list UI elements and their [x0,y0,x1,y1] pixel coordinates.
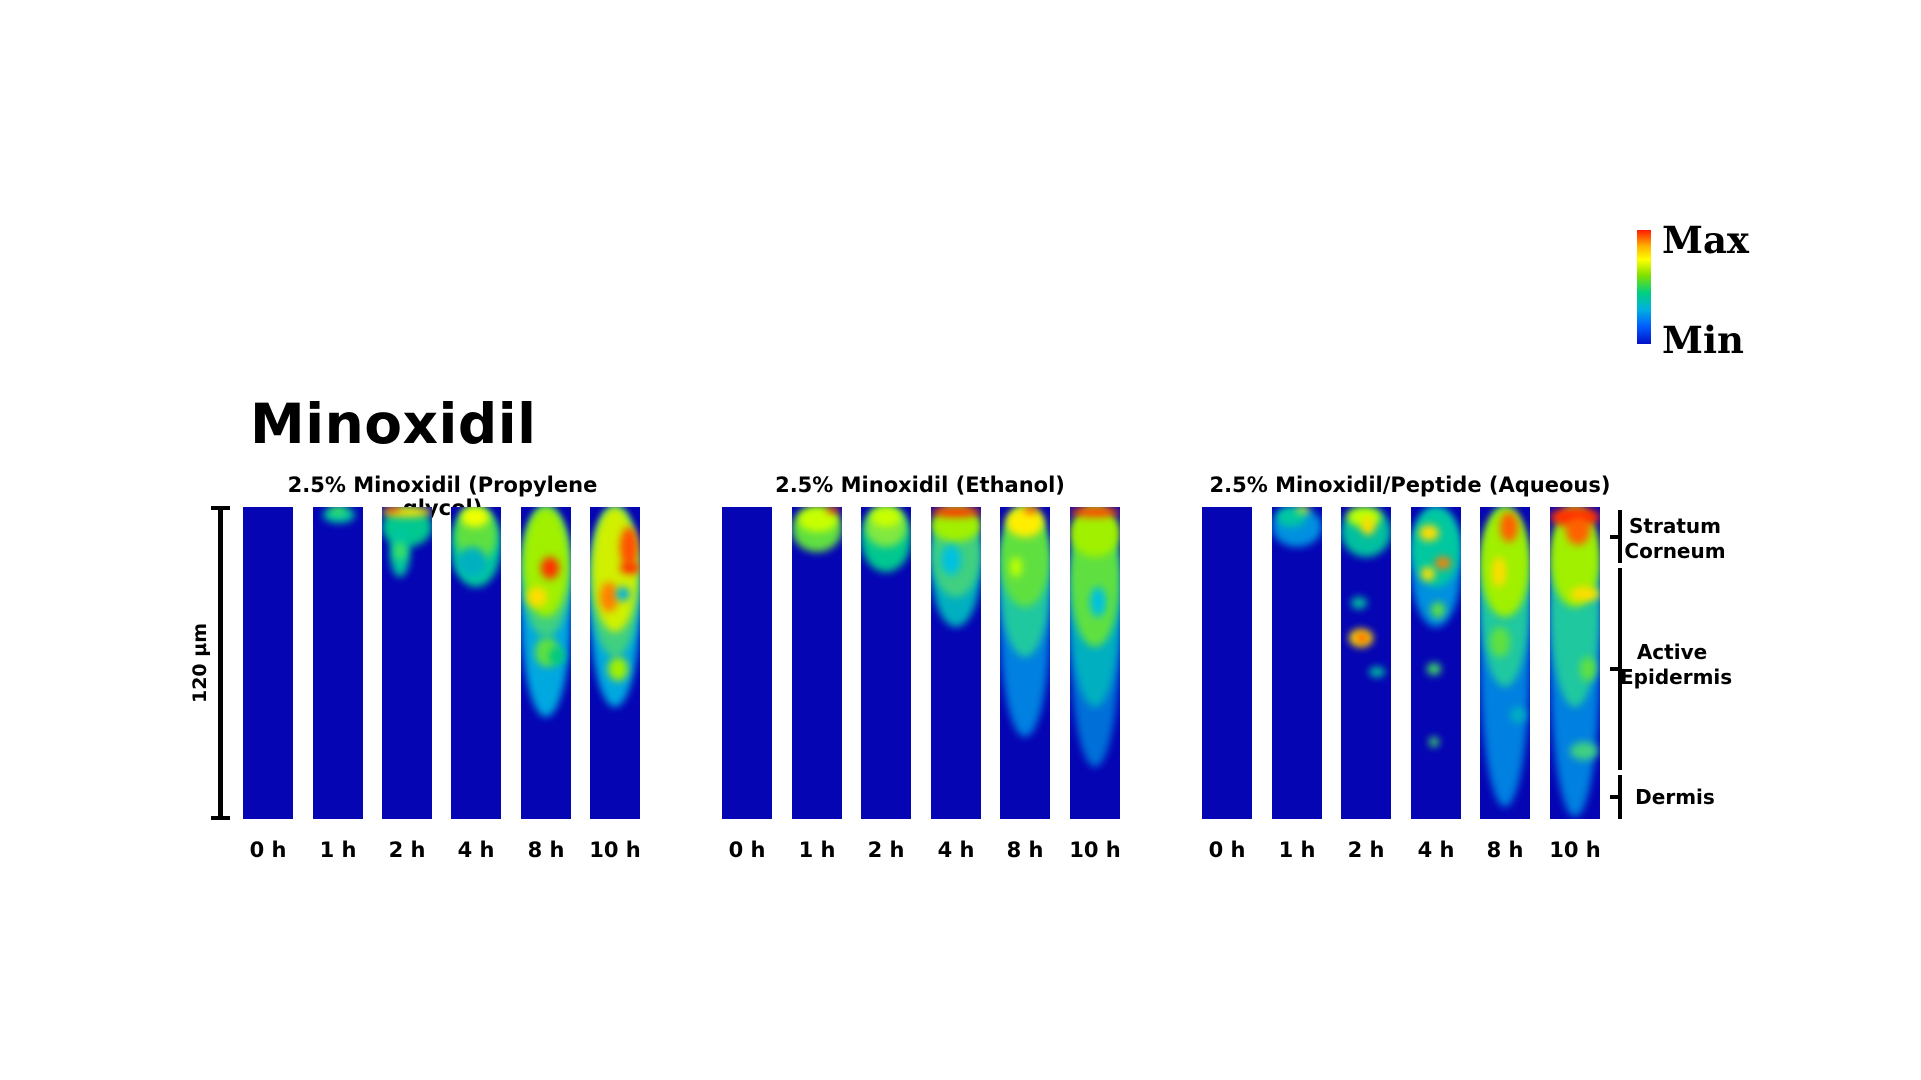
heatmap-blob [1510,707,1526,723]
heatmap-blob [1010,557,1022,577]
time-label: 8 h [1006,838,1044,862]
heatmap-blob [1492,557,1506,587]
heatmap-strip-1-2h [382,507,432,819]
time-label: 8 h [1486,838,1524,862]
time-label: 2 h [1347,838,1385,862]
scale-bar-top-cap [211,506,230,510]
group-title-peptide-aqueous: 2.5% Minoxidil/Peptide (Aqueous) [1209,473,1611,497]
heatmap-blob [1296,507,1310,513]
heatmap-blob [1411,507,1461,587]
time-label: 4 h [457,838,495,862]
heatmap-blob [1090,587,1106,617]
time-label: 1 h [319,838,357,862]
heatmap-strip-3-4h [1411,507,1461,819]
colorbar-min-label: Min [1662,318,1744,362]
heatmap-blob [1570,742,1598,760]
heatmap-blob [1421,567,1435,581]
heatmap-blob [1427,663,1441,675]
time-label: 1 h [798,838,836,862]
heatmap-blob [1024,507,1038,513]
time-label: 0 h [728,838,766,862]
heatmap-blob [1429,737,1439,747]
heatmap-blob [382,507,432,517]
layer-label-stratum-corneum: Stratum Corneum [1624,514,1726,563]
time-label: 2 h [867,838,905,862]
heatmap-strip-1-1h [313,507,363,819]
heatmap-blob [1369,667,1385,677]
heatmap-blob [1361,517,1375,535]
heatmap-strip-1-0h [243,507,293,819]
heatmap-blob [1566,517,1590,545]
depth-scale-bar [218,508,223,818]
heatmap-strip-3-10h [1550,507,1600,819]
time-label: 0 h [249,838,287,862]
heatmap-blob [1570,587,1600,601]
heatmap-strip-2-10h [1070,507,1120,819]
time-label: 10 h [1069,838,1121,862]
heatmap-blob [541,557,559,579]
heatmap-strip-3-8h [1480,507,1530,819]
heatmap-strip-3-0h [1202,507,1252,819]
heatmap-strip-2-0h [722,507,772,819]
heatmap-blob [1070,507,1120,517]
heatmap-blob [600,582,618,612]
colorbar-max-label: Max [1662,218,1749,262]
heatmap-blob [549,647,565,665]
heatmap-blob [826,507,840,513]
heatmap-blob [608,657,628,681]
heatmap-strip-3-2h [1341,507,1391,819]
time-label: 8 h [527,838,565,862]
heatmap-blob [1419,525,1439,541]
heatmap-blob [941,545,961,575]
heatmap-blob [620,562,640,574]
heatmap-strip-3-1h [1272,507,1322,819]
dermis-tick [1610,795,1622,799]
stratum-corneum-tick [1610,535,1622,539]
layer-label-dermis: Dermis [1635,785,1715,809]
layer-label-active-epidermis: Active Epidermis [1620,640,1733,689]
heatmap-blob [871,507,901,527]
heatmap-strip-2-1h [792,507,842,819]
time-label: 1 h [1278,838,1316,862]
time-label: 4 h [937,838,975,862]
heatmap-blob [1490,627,1510,657]
heatmap-blob [386,507,400,512]
heatmap-blob [1351,597,1367,609]
time-label: 10 h [589,838,641,862]
heatmap-strip-2-4h [931,507,981,819]
heatmap-blob [1435,557,1451,569]
heatmap-strip-2-2h [861,507,911,819]
heatmap-blob [1500,512,1518,542]
group-title-ethanol: 2.5% Minoxidil (Ethanol) [775,473,1065,497]
heatmap-strip-1-10h [590,507,640,819]
heatmap-blob [620,527,638,567]
time-label: 2 h [388,838,426,862]
active-epidermis-tick [1610,667,1622,671]
heatmap-blob [931,507,981,517]
scale-bar-bottom-cap [211,816,230,820]
heatmap-blob [1431,602,1445,618]
heatmap-strip-1-8h [521,507,571,819]
time-label: 0 h [1208,838,1246,862]
heatmap-blob [329,507,347,515]
time-label: 10 h [1549,838,1601,862]
heatmap-blob [527,587,547,607]
heatmap-blob [461,507,489,527]
heatmap-blob [1580,657,1596,681]
figure-title: Minoxidil [250,392,537,456]
time-label: 4 h [1417,838,1455,862]
heatmap-blob [616,587,630,601]
depth-scale-label: 120 µm [189,622,211,704]
heatmap-strip-2-8h [1000,507,1050,819]
intensity-colorbar [1637,230,1651,344]
heatmap-blob [1357,634,1367,642]
heatmap-strip-1-4h [451,507,501,819]
heatmap-blob [394,542,406,560]
heatmap-blob [457,547,487,577]
